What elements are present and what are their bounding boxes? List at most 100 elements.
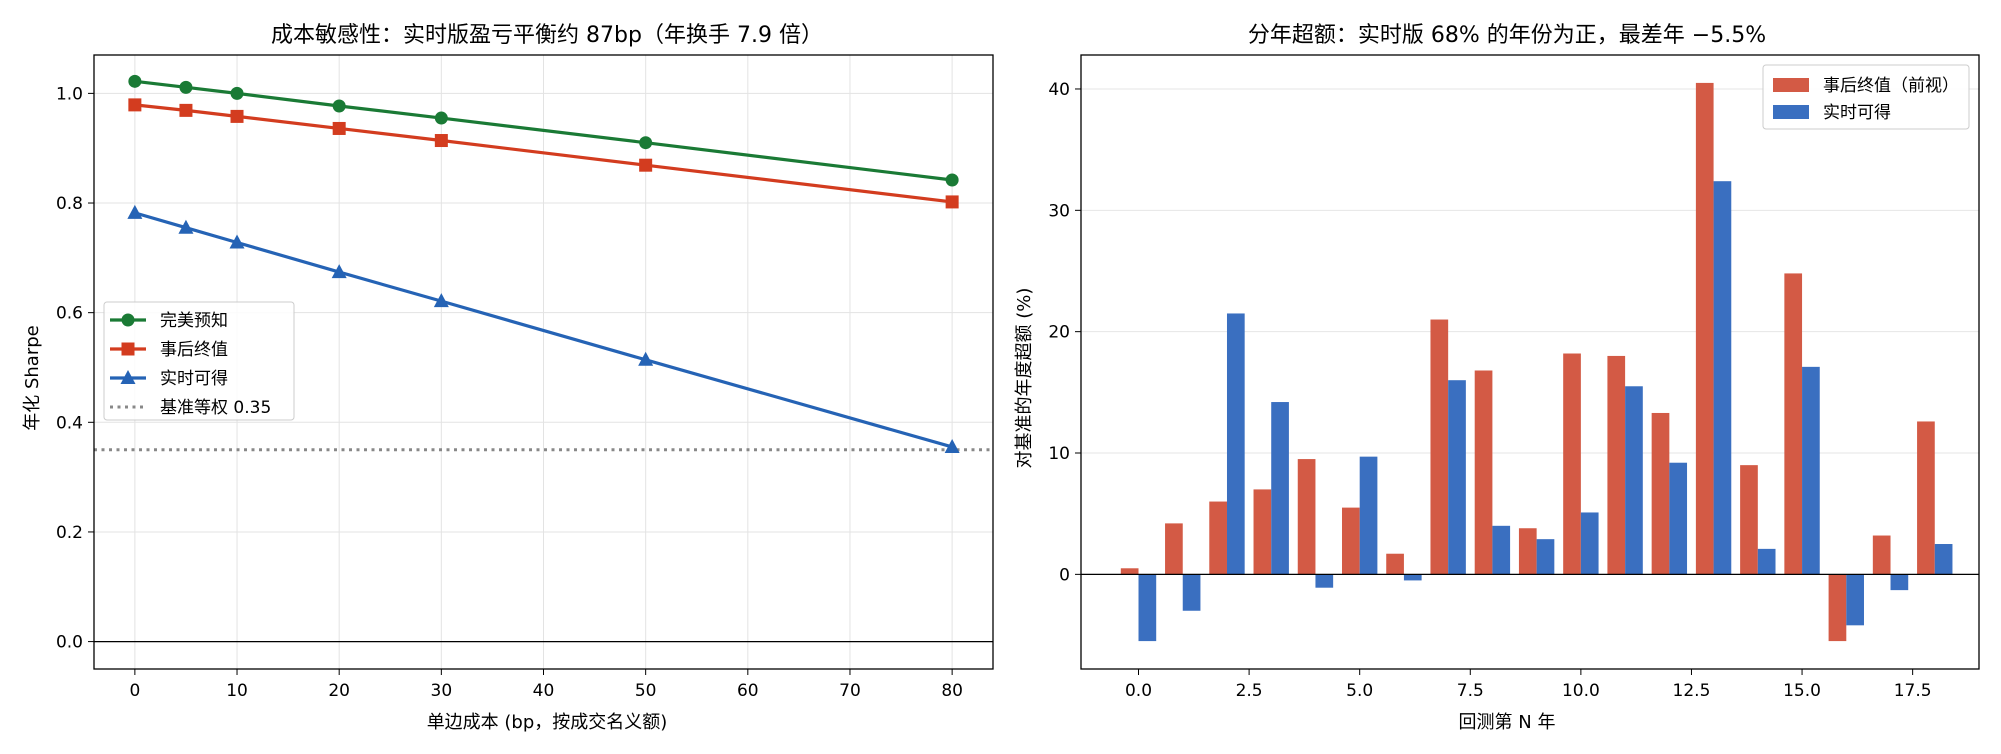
data-point xyxy=(128,98,142,112)
bar xyxy=(1607,355,1626,575)
bar xyxy=(1341,507,1360,575)
bar xyxy=(1165,523,1183,575)
legend-box xyxy=(103,301,295,421)
bar xyxy=(1430,319,1449,575)
data-point xyxy=(229,234,245,249)
bar xyxy=(1740,465,1758,575)
bar xyxy=(1271,402,1289,575)
bar xyxy=(1713,181,1732,575)
legend-marker xyxy=(121,342,135,356)
bar xyxy=(1518,528,1537,575)
bar xyxy=(1934,544,1953,575)
bar xyxy=(1182,574,1201,611)
legend-label: 实时可得 xyxy=(1823,103,1891,123)
x-tick-label: 7.5 xyxy=(1457,681,1484,701)
data-point xyxy=(945,173,959,187)
plot-area xyxy=(1081,82,1979,642)
bar xyxy=(1297,459,1316,575)
data-point xyxy=(639,158,653,172)
bar-series-0 xyxy=(1120,82,1935,642)
legend-label: 完美预知 xyxy=(160,311,228,331)
y-tick-label: 0.0 xyxy=(56,633,83,653)
axes-frame xyxy=(93,54,994,670)
data-point xyxy=(128,74,142,88)
bar xyxy=(1120,568,1139,575)
cost-sensitivity-chart: 成本敏感性：实时版盈亏平衡约 87bp（年换手 7.9 倍） 单边成本 (bp，… xyxy=(22,23,994,733)
y-axis-label: 年化 Sharpe xyxy=(22,325,43,431)
bar xyxy=(1802,366,1820,575)
data-point xyxy=(638,351,654,366)
x-tick-label: 80 xyxy=(941,681,963,701)
legend-marker xyxy=(120,370,136,384)
legend-label: 基准等权 0.35 xyxy=(160,398,271,418)
x-tick-label: 20 xyxy=(328,681,350,701)
y-axis-label: 对基准的年度超额 (%) xyxy=(1014,288,1035,469)
data-point xyxy=(230,86,244,100)
bar xyxy=(1757,548,1776,575)
x-tick-label: 10.0 xyxy=(1562,681,1600,701)
legend-label: 事后终值 xyxy=(160,340,228,360)
bar xyxy=(1315,574,1334,588)
x-tick-label: 0 xyxy=(129,681,140,701)
bar xyxy=(1563,353,1581,575)
chart-title: 分年超额：实时版 68% 的年份为正，最差年 −5.5% xyxy=(1248,23,1766,48)
axes-frame xyxy=(1080,54,1980,670)
legend-label: 事后终值（前视） xyxy=(1823,76,1959,96)
x-tick-label: 70 xyxy=(839,681,861,701)
data-point xyxy=(639,136,653,150)
data-point xyxy=(944,438,960,453)
legend-label: 实时可得 xyxy=(160,369,228,389)
x-tick-label: 10 xyxy=(226,681,248,701)
legend-swatch xyxy=(1773,105,1809,119)
chart-title: 成本敏感性：实时版盈亏平衡约 87bp（年换手 7.9 倍） xyxy=(271,23,823,48)
bar-series-1 xyxy=(1138,181,1953,642)
x-tick-label: 50 xyxy=(635,681,657,701)
bar xyxy=(1474,370,1493,575)
x-tick-label: 60 xyxy=(737,681,759,701)
data-point xyxy=(179,80,193,94)
bar xyxy=(1872,535,1891,575)
bar xyxy=(1253,489,1272,575)
bar xyxy=(1651,412,1670,575)
x-tick-label: 40 xyxy=(533,681,555,701)
bar xyxy=(1492,525,1511,575)
series-triangle xyxy=(127,204,960,453)
x-tick-label: 12.5 xyxy=(1673,681,1711,701)
x-tick-label: 30 xyxy=(431,681,453,701)
bar xyxy=(1917,421,1935,575)
bar xyxy=(1625,386,1643,575)
tick-labels: 0 10 20 30 40 50 60 70 80 0.0 0.2 0.4 0.6 0.8 1.0 xyxy=(56,84,963,701)
legend-box xyxy=(1762,64,1970,130)
data-point xyxy=(434,134,448,148)
bar xyxy=(1138,574,1157,642)
legend: 事后终值（前视） 实时可得 xyxy=(1762,64,1970,130)
data-point xyxy=(331,264,347,279)
y-tick-label: 0.4 xyxy=(56,413,83,433)
bar xyxy=(1828,574,1847,642)
x-tick-label: 2.5 xyxy=(1236,681,1263,701)
x-axis-label: 单边成本 (bp，按成交名义额) xyxy=(427,712,668,733)
y-tick-label: 40 xyxy=(1048,80,1070,100)
y-tick-label: 0 xyxy=(1059,565,1070,585)
data-point xyxy=(945,195,959,209)
bar xyxy=(1209,501,1227,575)
x-axis-label: 回测第 N 年 xyxy=(1459,712,1556,733)
bar xyxy=(1695,82,1714,575)
bar xyxy=(1359,456,1378,575)
legend-swatch xyxy=(1773,78,1809,92)
bar xyxy=(1846,574,1864,626)
y-tick-label: 30 xyxy=(1048,201,1070,221)
series-circle xyxy=(128,74,959,187)
bar xyxy=(1890,574,1909,591)
x-tick-label: 5.0 xyxy=(1346,681,1373,701)
y-tick-label: 20 xyxy=(1048,323,1070,343)
data-point xyxy=(178,219,194,234)
plot-area xyxy=(94,74,993,643)
bar xyxy=(1580,512,1599,575)
bar xyxy=(1226,313,1245,575)
x-tick-label: 15.0 xyxy=(1783,681,1821,701)
x-tick-label: 17.5 xyxy=(1894,681,1932,701)
data-point xyxy=(179,103,193,117)
data-point xyxy=(434,111,448,125)
